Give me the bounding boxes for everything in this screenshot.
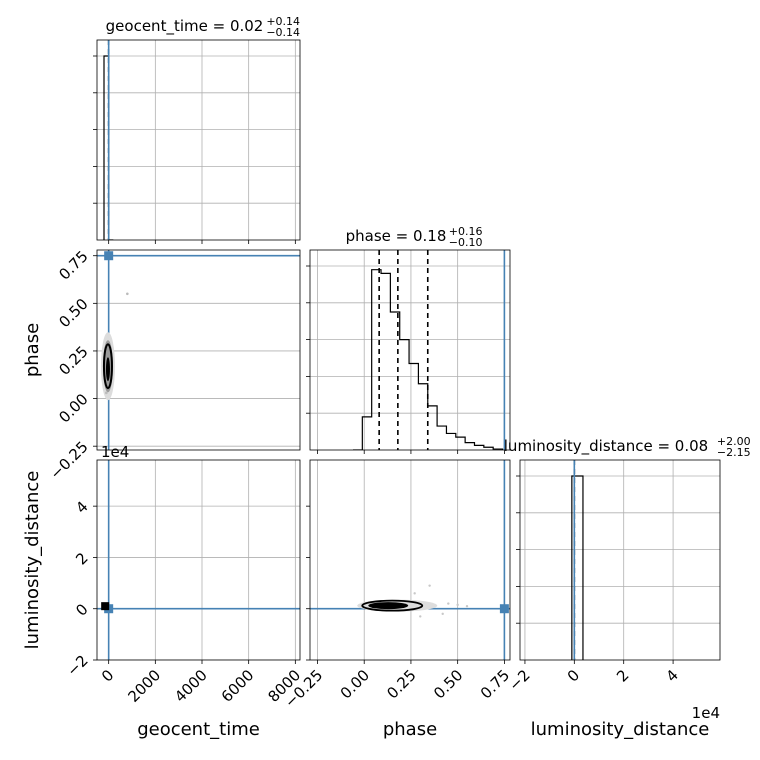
y-tick-label: 2 (72, 549, 91, 568)
title-lower-error: −0.14 (266, 26, 300, 39)
histogram-bar (571, 475, 584, 660)
x-tick-label: −2 (505, 666, 533, 694)
sample-point (419, 615, 422, 618)
panel-title: geocent_time = 0.02 (106, 17, 264, 36)
x-tick-label: 6000 (218, 666, 258, 706)
panel-plot-area (310, 250, 510, 450)
panel-phase-vs-geocent_time: −0.25 0.00 0.25 0.50 0.75 phase (22, 247, 301, 483)
panel-geocent_time-hist: geocent_time = 0.02 +0.14−0.14 (93, 15, 301, 244)
panel-frame (96, 249, 301, 451)
x-offset-label: 1e4 (692, 704, 720, 722)
panel-plot-area (97, 460, 300, 660)
sample-point (441, 612, 444, 616)
sample-point (428, 584, 431, 587)
x-axis-label: geocent_time (137, 719, 260, 740)
panel-luminosity_distance-vs-geocent_time: −2 0 2 4 luminosity_distance 1e4 0 2000 4000 6000… (22, 443, 304, 740)
x-tick-label: 4 (662, 666, 681, 685)
panel-title: phase = 0.18 (346, 227, 447, 245)
y-tick-label: 0 (72, 600, 91, 619)
x-tick-label: 2 (613, 666, 632, 685)
panel-plot-area (310, 460, 510, 660)
x-tick-label: 4000 (171, 666, 211, 706)
title-upper-error: +0.14 (266, 15, 300, 28)
title-main: geocent_time = 0.02 (106, 17, 264, 36)
density-contour-core (368, 602, 409, 610)
x-tick-label: 2000 (124, 666, 164, 706)
sample-point (447, 602, 450, 605)
sample-point (465, 604, 469, 608)
sample-point (413, 592, 416, 595)
density-contour-line (361, 599, 424, 612)
y-axis-label: luminosity_distance (22, 471, 43, 650)
x-tick-label: 0.25 (383, 666, 419, 702)
title-upper-error: +0.16 (449, 225, 483, 238)
panel-frame (309, 249, 511, 451)
x-axis-label: luminosity_distance (531, 719, 710, 740)
x-tick-label: 0.00 (337, 666, 373, 702)
panel-title: luminosity_distance = 0.08 (504, 437, 708, 456)
y-tick-label: 0.50 (55, 295, 91, 331)
y-tick-label: −2 (63, 652, 91, 680)
title-lower-error: −2.15 (717, 446, 751, 459)
panel-plot-area (520, 460, 720, 660)
y-tick-label: 4 (72, 498, 91, 517)
panel-frame (96, 39, 301, 241)
title-lower-error: −0.10 (449, 236, 483, 249)
density-contour-core (105, 357, 110, 382)
density-contour-line (102, 343, 113, 390)
y-tick-label: 0.75 (55, 247, 91, 283)
y-offset-label: 1e4 (101, 443, 129, 461)
panel-frame (309, 459, 511, 661)
sample-point (126, 292, 129, 296)
panel-plot-area (97, 250, 300, 450)
title-main: luminosity_distance = 0.08 (504, 437, 708, 456)
x-tick-label: 0 (564, 666, 583, 685)
y-tick-label: 0.00 (55, 390, 91, 426)
panel-plot-area (97, 40, 300, 240)
sample-point (105, 391, 108, 395)
sample-point (456, 603, 459, 607)
y-tick-label: −0.25 (46, 438, 91, 483)
panel-frame (96, 459, 301, 661)
panel-phase-hist: phase = 0.18 +0.16−0.10 (306, 225, 511, 454)
y-axis-label: phase (22, 323, 43, 377)
panel-luminosity_distance-hist: luminosity_distance = 0.08 +2.00−2.15 −2 0 2… (504, 435, 751, 740)
density-contour-core (101, 602, 110, 611)
x-axis-label: phase (383, 719, 437, 740)
title-main: phase = 0.18 (346, 227, 447, 245)
panel-frame (519, 459, 721, 661)
title-upper-error: +2.00 (717, 435, 751, 448)
truth-marker (499, 604, 509, 614)
x-tick-label: 0.50 (430, 666, 466, 702)
truth-marker (104, 251, 114, 261)
y-tick-label: 0.25 (55, 342, 91, 378)
x-tick-label: 0 (98, 666, 117, 685)
